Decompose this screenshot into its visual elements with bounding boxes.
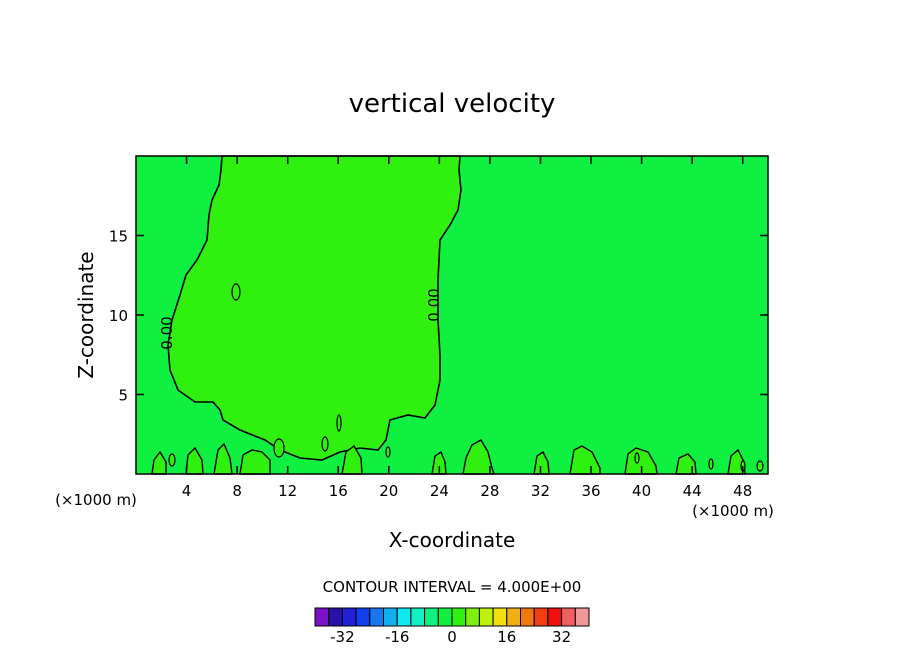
colorbar-swatch bbox=[410, 607, 426, 627]
colorbar-labels: -32 -16 0 16 32 bbox=[330, 628, 571, 646]
blob-5 bbox=[168, 453, 176, 467]
y-axis-ticks: 5 10 15 bbox=[109, 228, 768, 405]
colorbar-tick-label: -16 bbox=[385, 628, 410, 646]
x-tick-label: 28 bbox=[480, 482, 499, 500]
x-tick-label: 12 bbox=[278, 482, 297, 500]
colorbar-swatch bbox=[314, 607, 330, 627]
colorbar-swatch bbox=[328, 607, 343, 627]
colorbar-swatch bbox=[506, 607, 521, 627]
blob-2 bbox=[273, 438, 285, 458]
bottom-cells bbox=[151, 439, 746, 475]
x-tick-label: 36 bbox=[581, 482, 600, 500]
colorbar-swatch bbox=[520, 607, 535, 627]
y-axis-label: Z-coordinate bbox=[74, 251, 98, 378]
blob-6 bbox=[385, 446, 391, 458]
blob-10 bbox=[756, 460, 764, 472]
y-tick-label: 5 bbox=[118, 387, 128, 405]
small-contours bbox=[168, 283, 764, 472]
blob-7 bbox=[634, 452, 640, 464]
colorbar-tick-label: 16 bbox=[497, 628, 516, 646]
x-tick-label: 8 bbox=[232, 482, 242, 500]
colorbar-swatch bbox=[451, 607, 467, 627]
blob-1 bbox=[231, 283, 241, 301]
chart-title: vertical velocity bbox=[349, 89, 556, 119]
cell-7 bbox=[462, 439, 495, 475]
x-tick-label: 24 bbox=[430, 482, 449, 500]
y-tick-label: 10 bbox=[109, 307, 128, 325]
x-tick-label: 44 bbox=[683, 482, 702, 500]
colorbar-swatch bbox=[396, 607, 412, 627]
x-tick-label: 20 bbox=[379, 482, 398, 500]
positive-velocity-region bbox=[167, 155, 462, 461]
colorbar-swatch bbox=[533, 607, 549, 627]
colorbar-swatch bbox=[341, 607, 357, 627]
contour-label-right: 0.00 bbox=[425, 288, 443, 321]
colorbar-swatch bbox=[492, 607, 508, 627]
blob-3 bbox=[321, 436, 329, 452]
colorbar-swatch bbox=[561, 607, 576, 627]
x-axis-label: X-coordinate bbox=[389, 528, 516, 552]
colorbar bbox=[314, 607, 590, 627]
colorbar-tick-label: 32 bbox=[552, 628, 571, 646]
x-tick-label: 48 bbox=[733, 482, 752, 500]
x-tick-label: 32 bbox=[531, 482, 550, 500]
colorbar-swatch bbox=[574, 607, 590, 627]
x-tick-label: 40 bbox=[632, 482, 651, 500]
x-unit-left: (×1000 m) bbox=[55, 491, 137, 509]
colorbar-swatch bbox=[437, 607, 453, 627]
y-tick-label: 15 bbox=[109, 228, 128, 246]
contour-interval-text: CONTOUR INTERVAL = 4.000E+00 bbox=[323, 578, 582, 596]
colorbar-swatch bbox=[424, 607, 439, 627]
colorbar-swatch bbox=[478, 607, 494, 627]
x-tick-label: 4 bbox=[182, 482, 192, 500]
colorbar-swatch bbox=[369, 607, 384, 627]
colorbar-swatch bbox=[547, 607, 563, 627]
colorbar-tick-label: -32 bbox=[330, 628, 355, 646]
x-unit-right: (×1000 m) bbox=[692, 502, 774, 520]
colorbar-tick-label: 0 bbox=[447, 628, 457, 646]
contour-label-left: 0.00 bbox=[158, 316, 176, 349]
colorbar-swatch bbox=[465, 607, 480, 627]
colorbar-swatch bbox=[383, 607, 398, 627]
colorbar-swatch bbox=[355, 607, 371, 627]
blob-8 bbox=[708, 458, 714, 470]
x-tick-label: 16 bbox=[329, 482, 348, 500]
x-axis-ticks: 4 8 12 16 20 24 28 32 36 40 44 48 bbox=[182, 156, 752, 500]
blob-4 bbox=[336, 414, 342, 432]
